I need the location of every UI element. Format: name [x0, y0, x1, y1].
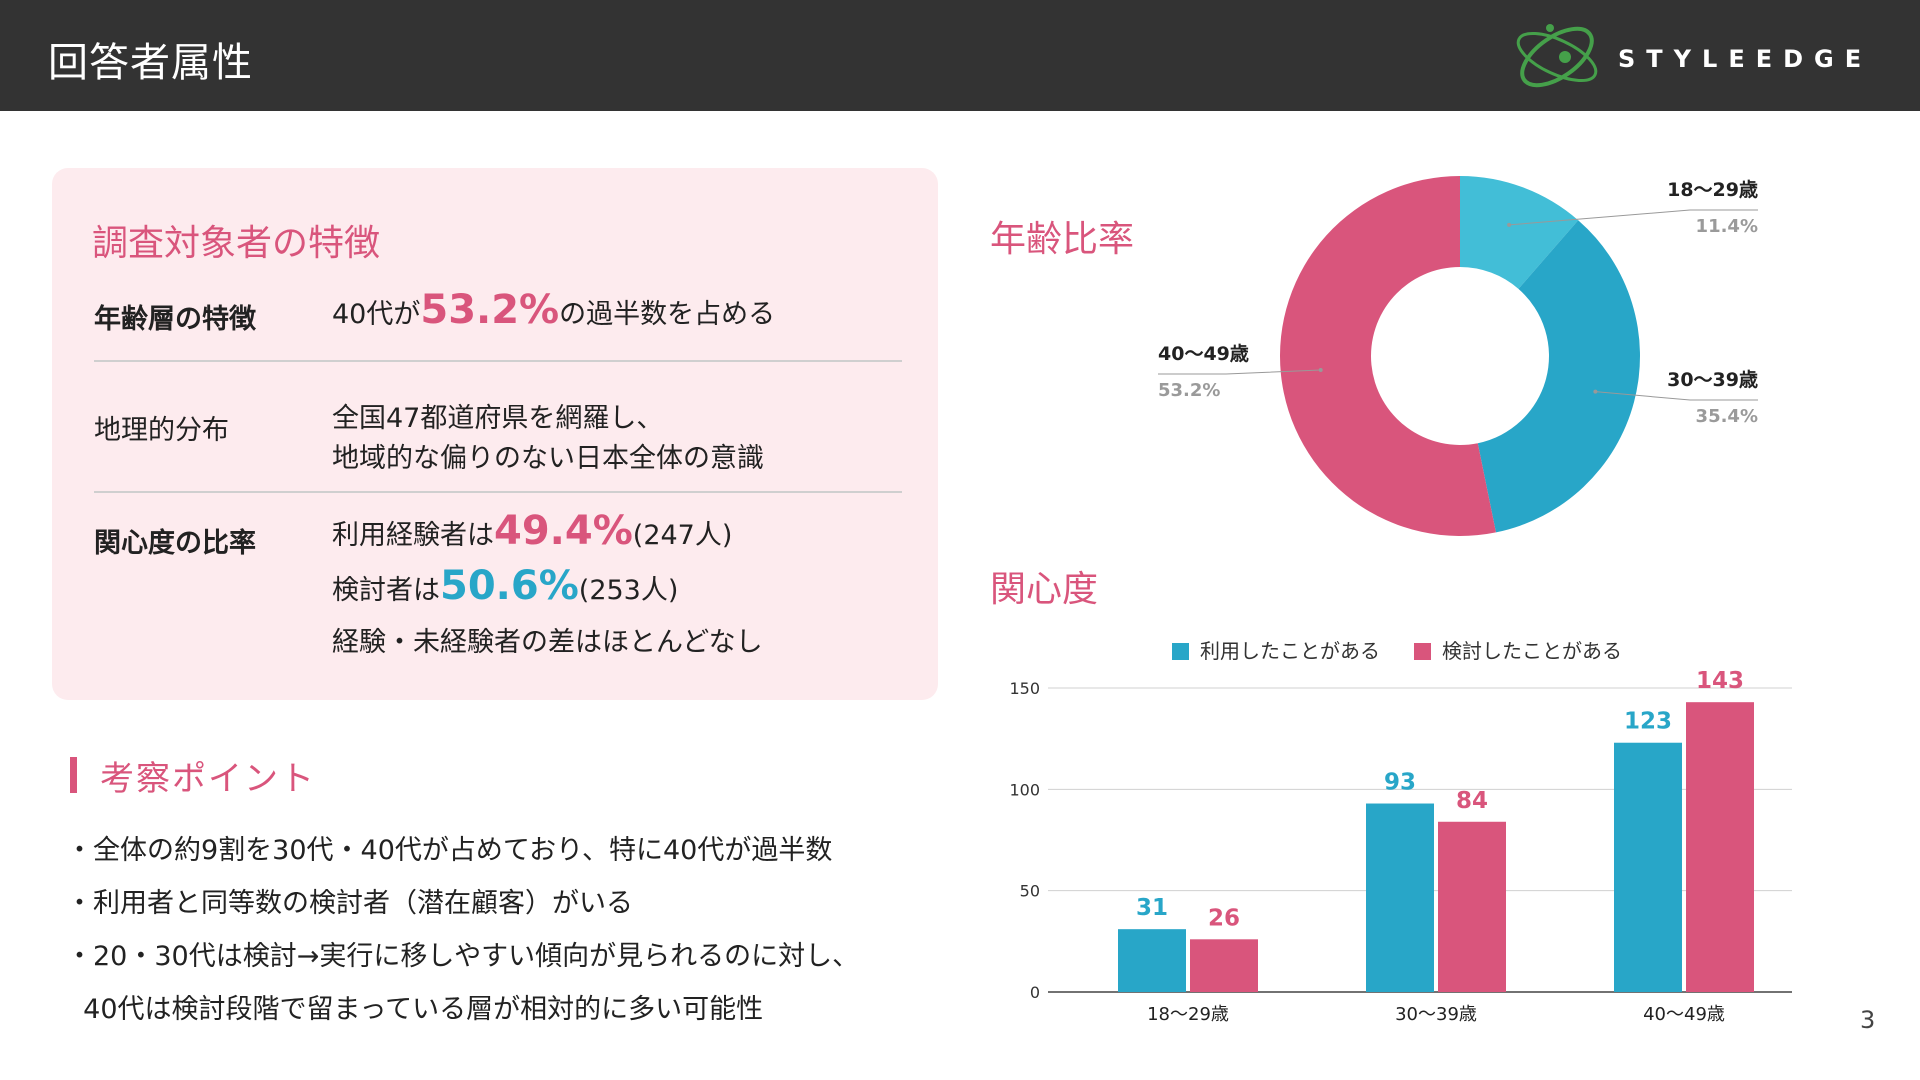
bar-value-label: 93: [1384, 770, 1416, 796]
donut-slice-value: 35.4%: [1696, 406, 1758, 427]
interest-line-2-pre: 検討者は: [332, 575, 440, 606]
donut-leader-dot: [1593, 389, 1598, 394]
age-ratio-title: 年齢比率: [990, 219, 1135, 260]
donut-leader-line: [1509, 209, 1758, 226]
legend-swatch-1: [1414, 643, 1431, 660]
insights-title: 考察ポイント: [100, 759, 316, 799]
bar-xtick-label: 40〜49歳: [1643, 1004, 1725, 1025]
insight-point: 40代は検討段階で留まっている層が相対的に多い可能性: [66, 994, 764, 1025]
bar-1-0: [1366, 803, 1434, 992]
interest-label: 関心度の比率: [94, 528, 256, 559]
age-feature-label: 年齢層の特徴: [94, 304, 256, 335]
legend-label-0: 利用したことがある: [1200, 639, 1380, 663]
section-accent-bar: [70, 757, 77, 793]
bar-value-label: 26: [1208, 905, 1240, 931]
bar-2-1: [1686, 702, 1754, 992]
row-divider: [94, 360, 902, 362]
bar-0-1: [1190, 939, 1258, 992]
donut-slice-label: 30〜39歳: [1667, 369, 1758, 391]
experienced-count: (247人): [632, 520, 733, 551]
interest-line-1: 利用経験者は49.4%(247人): [332, 508, 732, 554]
interest-line-3: 経験・未経験者の差はほとんどなし: [332, 627, 763, 658]
insight-point: ・利用者と同等数の検討者（潜在顧客）がいる: [66, 888, 633, 919]
interest-line-2: 検討者は50.6%(253人): [332, 563, 678, 609]
insight-point: ・全体の約9割を30代・40代が占めており、特に40代が過半数: [66, 835, 833, 866]
bar-value-label: 84: [1456, 788, 1488, 814]
age-feature-highlight: 53.2%: [420, 287, 560, 333]
page-number: 3: [1860, 1006, 1876, 1034]
donut-leader-dot: [1507, 222, 1512, 227]
features-card: [52, 168, 938, 700]
donut-slice-0: [1460, 176, 1579, 289]
header-bar: 回答者属性 STYLEEDGE: [0, 0, 1920, 111]
bar-ytick-label: 50: [1020, 882, 1040, 901]
bar-0-0: [1118, 929, 1186, 992]
geo-label: 地理的分布: [94, 415, 229, 446]
legend-label-1: 検討したことがある: [1442, 639, 1622, 663]
page-title: 回答者属性: [48, 40, 253, 86]
bar-xtick-label: 30〜39歳: [1395, 1004, 1477, 1025]
bar-value-label: 143: [1696, 668, 1744, 694]
donut-slice-label: 40〜49歳: [1158, 343, 1249, 365]
bar-xtick-label: 18〜29歳: [1147, 1004, 1229, 1025]
bar-value-label: 123: [1624, 709, 1672, 735]
geo-line-1: 全国47都道府県を網羅し、: [332, 403, 664, 434]
legend-swatch-0: [1172, 643, 1189, 660]
interest-chart-title: 関心度: [990, 569, 1099, 610]
geo-line-2: 地域的な偏りのない日本全体の意識: [332, 443, 764, 474]
considering-count: (253人): [578, 575, 679, 606]
logo-orbit-icon: [1516, 24, 1598, 88]
bar-2-0: [1614, 742, 1682, 992]
donut-slice-value: 11.4%: [1696, 216, 1758, 237]
age-feature-text: 40代が53.2%の過半数を占める: [332, 287, 775, 333]
age-feature-pre: 40代が: [332, 299, 421, 330]
age-feature-post: の過半数を占める: [559, 299, 776, 330]
bar-1-1: [1438, 821, 1506, 992]
donut-leader-line: [1158, 369, 1321, 375]
considering-percent: 50.6%: [440, 563, 579, 609]
bar-ytick-label: 150: [1009, 679, 1040, 698]
donut-slice-2: [1279, 176, 1496, 536]
brand-logo: STYLEEDGE: [1505, 20, 1865, 94]
donut-leader-line: [1595, 391, 1758, 401]
bar-ytick-label: 0: [1030, 983, 1040, 1002]
donut-leader-dot: [1318, 368, 1323, 373]
brand-name: STYLEEDGE: [1618, 45, 1873, 73]
bar-value-label: 31: [1136, 895, 1168, 921]
interest-line-1-pre: 利用経験者は: [332, 520, 494, 551]
bar-ytick-label: 100: [1009, 780, 1040, 799]
insight-point: ・20・30代は検討→実行に移しやすい傾向が見られるのに対し、: [66, 941, 860, 972]
donut-slice-value: 53.2%: [1158, 380, 1220, 401]
donut-slice-label: 18〜29歳: [1667, 179, 1758, 201]
row-divider: [94, 491, 902, 493]
features-card-title: 調査対象者の特徴: [92, 223, 381, 264]
experienced-percent: 49.4%: [494, 508, 633, 554]
donut-slice-1: [1477, 220, 1640, 533]
